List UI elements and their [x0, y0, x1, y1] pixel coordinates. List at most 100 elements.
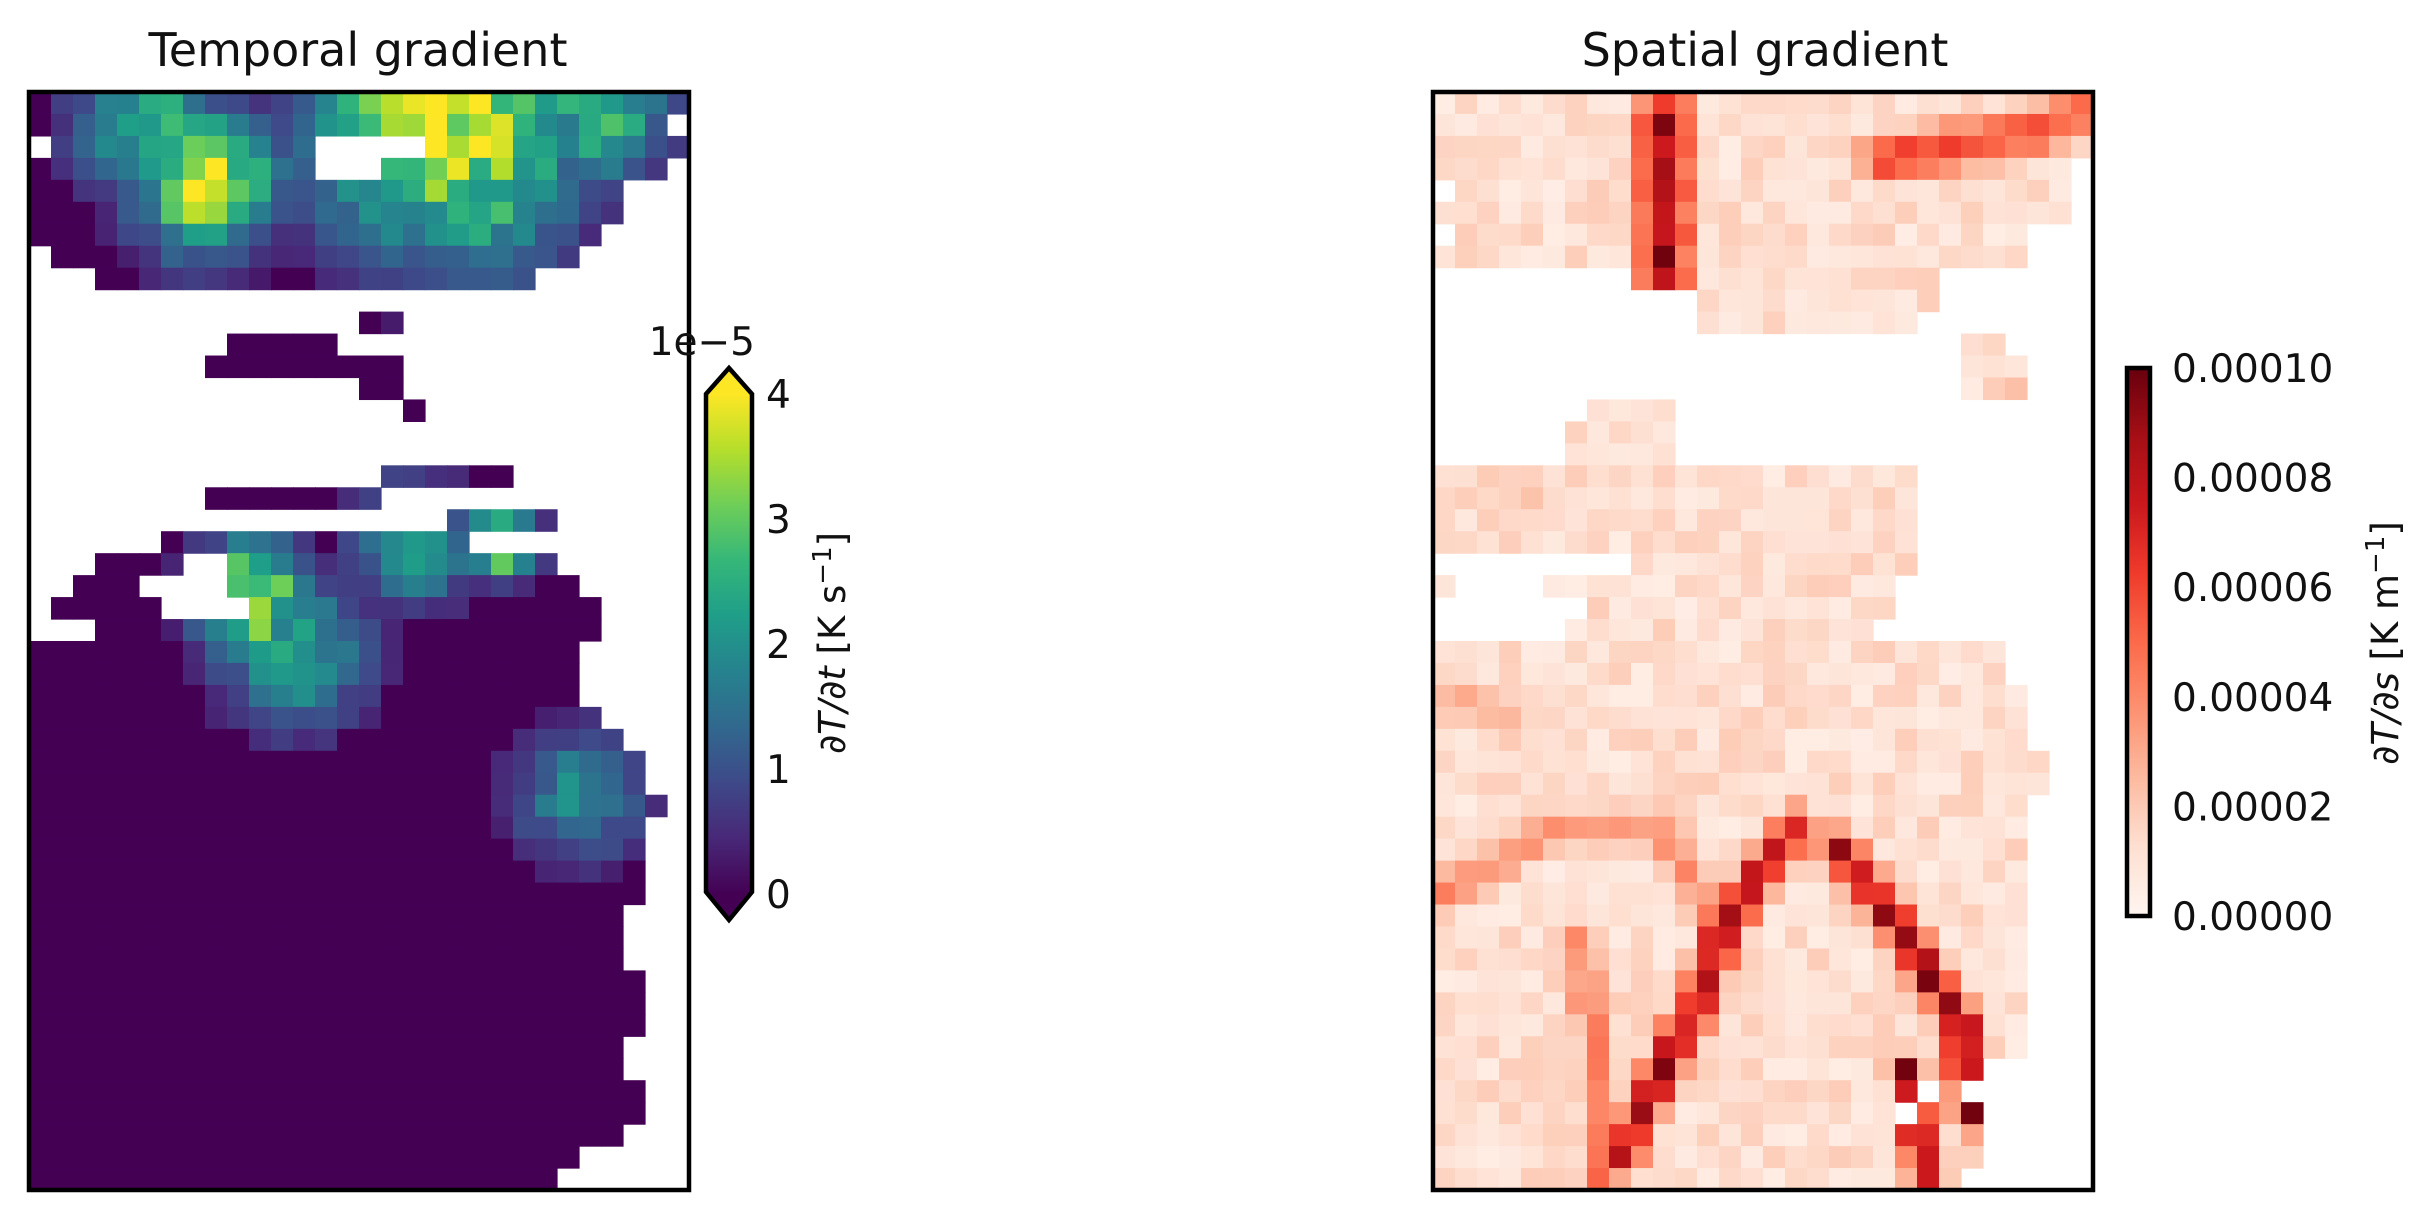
- temporal-cell: [623, 135, 646, 159]
- temporal-cell: [29, 684, 52, 708]
- spatial-cell: [1609, 113, 1632, 137]
- spatial-cell: [1587, 684, 1610, 708]
- spatial-cell: [1609, 948, 1632, 971]
- spatial-cell: [1433, 113, 1456, 137]
- spatial-cell: [1587, 399, 1610, 422]
- spatial-cell: [1587, 926, 1610, 950]
- temporal-cell: [183, 794, 206, 818]
- spatial-cell: [1741, 816, 1764, 840]
- spatial-cell: [1829, 223, 1852, 247]
- spatial-cell: [1763, 1058, 1786, 1081]
- temporal-cell: [271, 1014, 294, 1037]
- spatial-cell: [1543, 1014, 1566, 1037]
- spatial-cell: [1455, 904, 1478, 928]
- spatial-cell: [1917, 816, 1940, 840]
- spatial-cell: [1983, 904, 2006, 928]
- temporal-cell: [29, 860, 52, 884]
- spatial-cell: [1785, 157, 1808, 181]
- spatial-cell: [1895, 948, 1918, 971]
- spatial-cell: [1851, 838, 1874, 862]
- spatial-cell: [1477, 223, 1500, 247]
- spatial-cell: [1543, 92, 1566, 115]
- spatial-cell: [1895, 1080, 1918, 1103]
- spatial-cell: [1895, 904, 1918, 928]
- spatial-cell: [1631, 1102, 1654, 1125]
- spatial-cell: [1433, 772, 1456, 796]
- spatial-cell: [1675, 750, 1698, 774]
- temporal-cell: [227, 1124, 250, 1147]
- spatial-cell: [1917, 904, 1940, 928]
- spatial-cell: [1653, 838, 1676, 862]
- spatial-cell: [1741, 597, 1764, 620]
- temporal-cell: [117, 662, 140, 686]
- spatial-cell: [1895, 311, 1918, 335]
- temporal-cell: [271, 113, 294, 137]
- spatial-cell: [1719, 926, 1742, 950]
- temporal-cell: [117, 1036, 140, 1059]
- spatial-cell: [1741, 575, 1764, 598]
- spatial-cell: [1873, 816, 1896, 840]
- temporal-cell: [227, 1080, 250, 1103]
- temporal-cell: [469, 1146, 492, 1169]
- spatial-cell: [1543, 970, 1566, 993]
- spatial-cell: [1587, 772, 1610, 796]
- spatial-cell: [2005, 355, 2028, 379]
- spatial-cell: [1477, 201, 1500, 225]
- spatial-cell: [1653, 684, 1676, 708]
- spatial-cell: [1719, 135, 1742, 159]
- spatial-cell: [1961, 816, 1984, 840]
- temporal-cell: [513, 641, 536, 664]
- spatial-cell: [1455, 948, 1478, 971]
- temporal-cell: [491, 597, 514, 620]
- temporal-cell: [359, 706, 382, 730]
- spatial-cell: [1873, 706, 1896, 730]
- temporal-cell: [205, 1124, 228, 1147]
- spatial-cell: [1697, 662, 1720, 686]
- spatial-plot-frame: [1430, 89, 2096, 1193]
- temporal-cell: [161, 1124, 184, 1147]
- temporal-cell: [161, 267, 184, 291]
- spatial-cell: [1455, 1080, 1478, 1103]
- spatial-cell: [1697, 597, 1720, 620]
- spatial-cell: [1609, 1168, 1632, 1191]
- spatial-cell: [1785, 465, 1808, 488]
- spatial-cell: [1917, 838, 1940, 862]
- spatial-cell: [1631, 113, 1654, 137]
- spatial-cell: [1609, 772, 1632, 796]
- temporal-cell: [645, 92, 668, 115]
- temporal-cell: [359, 201, 382, 225]
- spatial-cell: [1499, 113, 1522, 137]
- spatial-cell: [1917, 1124, 1940, 1147]
- temporal-cell: [249, 970, 272, 993]
- spatial-cell: [1697, 179, 1720, 203]
- spatial-cell: [1499, 662, 1522, 686]
- temporal-cell: [95, 92, 118, 115]
- temporal-cell: [579, 1058, 602, 1081]
- temporal-cell: [315, 1124, 338, 1147]
- temporal-cell: [513, 750, 536, 774]
- spatial-cell: [1543, 157, 1566, 181]
- temporal-cell: [95, 113, 118, 137]
- temporal-cell: [359, 882, 382, 906]
- spatial-cell: [1543, 750, 1566, 774]
- spatial-cell: [1477, 772, 1500, 796]
- temporal-cell: [425, 772, 448, 796]
- temporal-cell: [117, 1014, 140, 1037]
- spatial-cell: [1697, 772, 1720, 796]
- spatial-cell: [1455, 992, 1478, 1015]
- spatial-cell: [1675, 1146, 1698, 1169]
- temporal-cell: [381, 1168, 404, 1191]
- spatial-cell: [1873, 728, 1896, 752]
- temporal-cell: [359, 223, 382, 247]
- spatial-cell: [1455, 706, 1478, 730]
- temporal-cell: [293, 772, 316, 796]
- spatial-cell: [1675, 113, 1698, 137]
- temporal-cell: [271, 662, 294, 686]
- temporal-cell: [337, 706, 360, 730]
- temporal-cell: [337, 662, 360, 686]
- spatial-cell: [1961, 706, 1984, 730]
- spatial-cell: [1917, 992, 1940, 1015]
- temporal-cell: [315, 553, 338, 576]
- temporal-cell: [293, 1080, 316, 1103]
- spatial-cell: [1499, 816, 1522, 840]
